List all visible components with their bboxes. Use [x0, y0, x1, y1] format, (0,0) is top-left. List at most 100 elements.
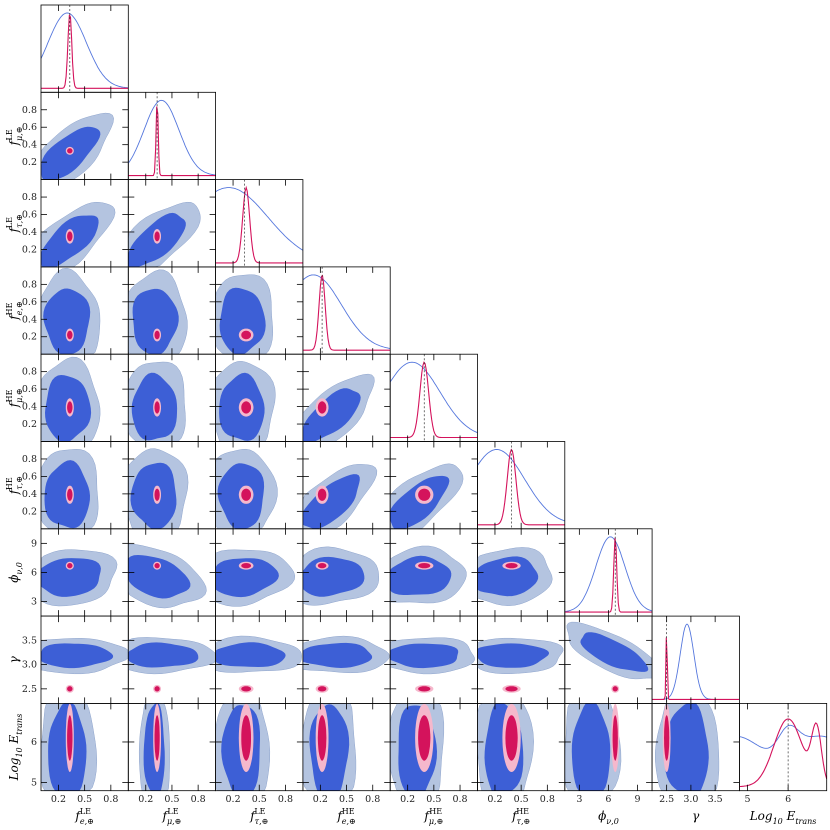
contour-inner-narrow [612, 715, 618, 761]
y-tick-label: 0.8 [22, 279, 37, 290]
panel-ftauLE-vs-feLE [40, 179, 129, 268]
panel-logE-vs-fmuLE [127, 703, 217, 792]
x-tick-label: 0.2 [226, 794, 241, 805]
contour-inner-broad [128, 555, 191, 599]
panel-logE-vs-gamma [651, 703, 740, 792]
x-tick-label: 0.8 [278, 794, 293, 805]
panel-ftauHE-vs-fmuLE [127, 441, 217, 530]
marginal-broad-ftauHE [477, 449, 565, 522]
panel-logE-vs-feHE [302, 703, 391, 792]
x-axis-label-fmuLE: fμ,⊕LE [161, 807, 181, 826]
panel-frame [389, 353, 478, 442]
contour-inner-broad [571, 703, 611, 791]
contour-inner-narrow [418, 686, 431, 692]
y-tick-label: 3.0 [22, 660, 37, 671]
panel-feHE-vs-fmuLE [127, 266, 217, 355]
panel-frame [564, 528, 653, 617]
y-tick-label: 0.2 [22, 157, 37, 168]
contour-inner-narrow [505, 563, 518, 569]
panel-frame [40, 4, 129, 93]
contour-inner-narrow [317, 686, 327, 692]
contour-inner-broad [128, 642, 199, 668]
x-axis-label-feHE: fe,⊕HE [336, 807, 355, 826]
contour-inner-narrow [154, 231, 160, 242]
panel-fmuLE-vs-feLE [40, 91, 129, 181]
x-tick-label: 0.5 [164, 794, 179, 805]
panel-gamma-vs-fmuHE [389, 615, 478, 704]
contour-inner-narrow [67, 563, 73, 569]
panel-feHE-vs-feHE [302, 266, 391, 355]
y-tick-label: 0.2 [22, 419, 37, 430]
panel-logE-vs-logE [739, 703, 828, 792]
x-tick-label: 0.8 [365, 794, 380, 805]
panel-gamma-vs-ftauLE [215, 615, 304, 704]
marginal-broad-feHE [302, 274, 391, 349]
contour-inner-narrow [241, 330, 251, 340]
panel-gamma-vs-gamma [651, 615, 740, 704]
contour-inner-broad [41, 643, 114, 669]
contour-inner-narrow [154, 686, 160, 692]
y-tick-label: 0.2 [22, 332, 37, 343]
y-tick-label: 6 [31, 737, 37, 748]
y-axis-label-fmuHE: fμ,⊕HE [5, 388, 24, 408]
y-axis-label-ftauLE: fτ,⊕LE [5, 214, 24, 233]
panel-gamma-vs-feLE [40, 615, 129, 704]
panel-phi-vs-feLE [40, 528, 129, 617]
marginal-broad-ftauLE [215, 187, 303, 251]
y-axis-label-logE: Log10 Etrans [7, 714, 24, 782]
y-tick-label: 0.4 [22, 227, 37, 238]
x-tick-label: 6 [605, 794, 611, 805]
contour-inner-broad [41, 558, 101, 597]
x-tick-label: 0.2 [313, 794, 328, 805]
y-tick-label: 9 [31, 538, 37, 549]
contour-inner-broad [580, 632, 649, 672]
contour-inner-narrow [612, 686, 618, 692]
contour-inner-narrow [67, 231, 73, 242]
contour-inner-narrow [67, 401, 73, 414]
contour-inner-narrow [241, 488, 251, 501]
panel-ftauHE-vs-ftauLE [215, 441, 304, 530]
marginal-broad-fmuHE [390, 361, 478, 434]
contour-inner-narrow [317, 715, 327, 761]
x-axis-label-logE: Log10 Etrans [749, 809, 817, 826]
y-tick-label: 0.8 [22, 454, 37, 465]
x-tick-label: 3.5 [708, 794, 723, 805]
panel-fmuHE-vs-feHE [302, 353, 391, 442]
x-tick-label: 0.8 [540, 794, 555, 805]
panel-phi-vs-ftauLE [215, 528, 304, 617]
contour-inner-narrow [67, 488, 73, 501]
x-axis-label-ftauLE: fτ,⊕LE [249, 807, 268, 826]
contour-inner-narrow [241, 715, 251, 761]
x-tick-label: 0.5 [252, 794, 267, 805]
panel-ftauLE-vs-ftauLE [215, 179, 304, 268]
contour-inner-narrow [67, 715, 73, 761]
y-tick-label: 0.2 [22, 506, 37, 517]
y-tick-label: 0.4 [22, 489, 37, 500]
panel-fmuLE-vs-fmuLE [127, 91, 217, 181]
panel-ftauLE-vs-fmuLE [127, 179, 217, 268]
y-tick-label: 0.2 [22, 244, 37, 255]
contour-inner-narrow [67, 148, 73, 154]
marginal-narrow-feLE [41, 14, 129, 89]
y-axis-label-feHE: fe,⊕HE [5, 301, 24, 320]
contour-inner-broad [302, 642, 373, 668]
y-tick-label: 0.8 [22, 367, 37, 378]
panel-gamma-vs-ftauHE [477, 615, 566, 704]
x-axis-label-feLE: fe,⊕LE [74, 807, 93, 826]
x-axis-label-fmuHE: fμ,⊕HE [423, 807, 443, 826]
contour-inner-narrow [317, 401, 327, 414]
contour-inner-narrow [241, 686, 251, 692]
panel-fmuHE-vs-ftauLE [215, 353, 304, 442]
y-tick-label: 0.6 [22, 297, 37, 308]
y-tick-label: 0.4 [22, 402, 37, 413]
panel-gamma-vs-feHE [302, 615, 391, 704]
panel-ftauHE-vs-feLE [40, 441, 129, 530]
panel-feHE-vs-ftauLE [215, 266, 304, 355]
panel-logE-vs-ftauLE [215, 703, 304, 792]
x-tick-label: 3.0 [683, 794, 698, 805]
x-tick-label: 3 [576, 794, 582, 805]
panel-feHE-vs-feLE [40, 266, 129, 355]
contour-inner-broad [477, 556, 539, 597]
y-tick-label: 2.5 [22, 684, 37, 695]
